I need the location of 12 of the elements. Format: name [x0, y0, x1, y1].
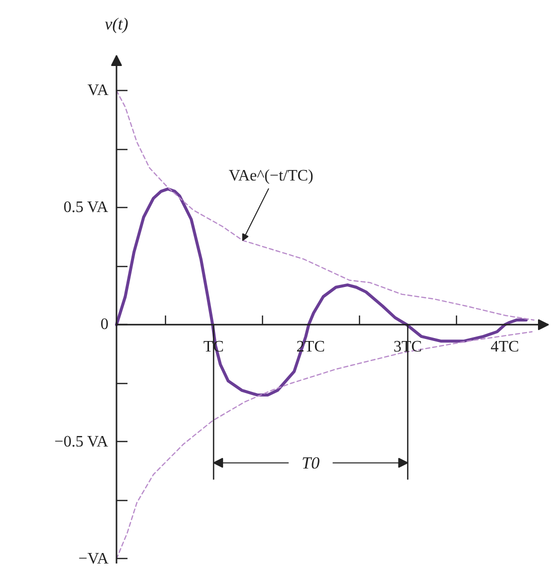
y-tick-label: 0.5 VA	[63, 199, 109, 216]
line-series	[116, 90, 535, 321]
annotation: VAe^(−t/TC)	[228, 167, 314, 184]
y-tick-label: VA	[87, 82, 109, 100]
annotation: T0	[302, 453, 320, 472]
line-series	[115, 187, 528, 396]
y-tick-label: −VA	[78, 550, 109, 568]
y-axis-title: v(t)	[104, 14, 129, 34]
line-series	[116, 331, 533, 560]
x-tick-label: 4TC	[490, 338, 520, 356]
y-tick-label: 0	[100, 316, 108, 334]
y-tick-label: −0.5 VA	[54, 433, 109, 450]
